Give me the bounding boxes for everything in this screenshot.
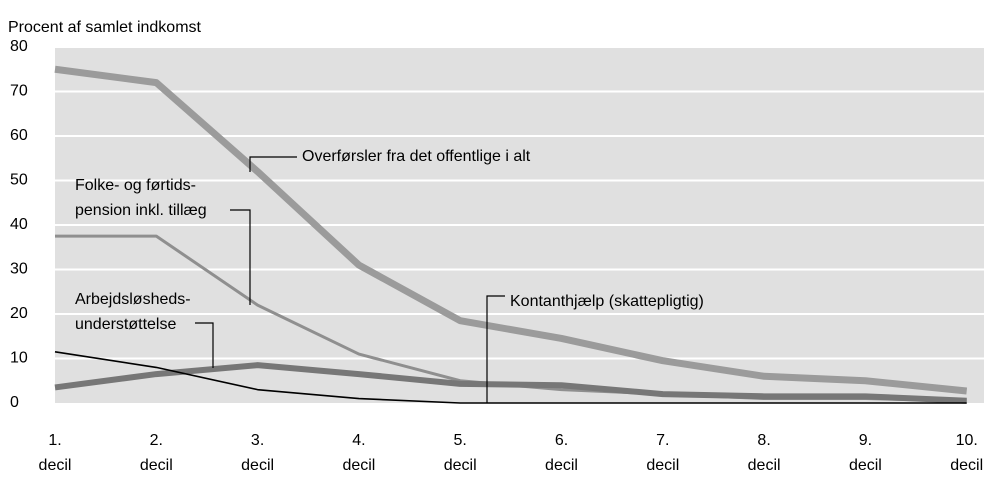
annotation: Overførsler fra det offentlige i alt [302, 148, 531, 165]
leader-line [230, 209, 251, 305]
x-tick-label: decil [342, 457, 375, 474]
x-tick-label: 8. [757, 432, 770, 449]
x-tick-label: 5. [454, 432, 467, 449]
x-tick-label: decil [748, 457, 781, 474]
y-axis-label: Procent af samlet indkomst [8, 19, 202, 36]
x-tick-label: decil [39, 457, 72, 474]
data-line [54, 362, 967, 404]
y-tick-label: 50 [10, 172, 28, 189]
annotation: Folke- og førtids- [75, 177, 196, 194]
y-tick-label: 10 [10, 350, 28, 367]
annotation: Arbejdsløsheds- [75, 291, 191, 308]
x-tick-label: 10. [956, 432, 978, 449]
x-tick-label: decil [444, 457, 477, 474]
leader-line [486, 295, 505, 403]
leader-line [195, 322, 214, 368]
x-tick-label: decil [140, 457, 173, 474]
x-tick-label: 6. [555, 432, 568, 449]
y-tick-label: 40 [10, 216, 28, 233]
y-tick-label: 20 [10, 305, 28, 322]
x-tick-label: decil [849, 457, 882, 474]
x-tick-label: decil [950, 457, 983, 474]
leader-line [249, 156, 297, 172]
x-tick-label: 7. [656, 432, 669, 449]
y-tick-label: 30 [10, 261, 28, 278]
data-line [54, 65, 968, 395]
x-tick-label: 1. [48, 432, 61, 449]
x-tick-label: 4. [352, 432, 365, 449]
x-tick-label: 9. [859, 432, 872, 449]
data-line [54, 351, 967, 404]
annotation: understøttelse [75, 316, 176, 333]
y-tick-label: 70 [10, 83, 28, 100]
x-tick-label: 2. [150, 432, 163, 449]
x-tick-label: decil [646, 457, 679, 474]
y-tick-label: 0 [10, 394, 19, 411]
annotation: pension inkl. tillæg [75, 202, 207, 219]
y-tick-label: 80 [10, 38, 28, 55]
y-tick-label: 60 [10, 127, 28, 144]
x-tick-label: decil [545, 457, 578, 474]
x-tick-label: decil [241, 457, 274, 474]
x-tick-label: 3. [251, 432, 264, 449]
annotation: Kontanthjælp (skattepligtig) [510, 293, 704, 310]
